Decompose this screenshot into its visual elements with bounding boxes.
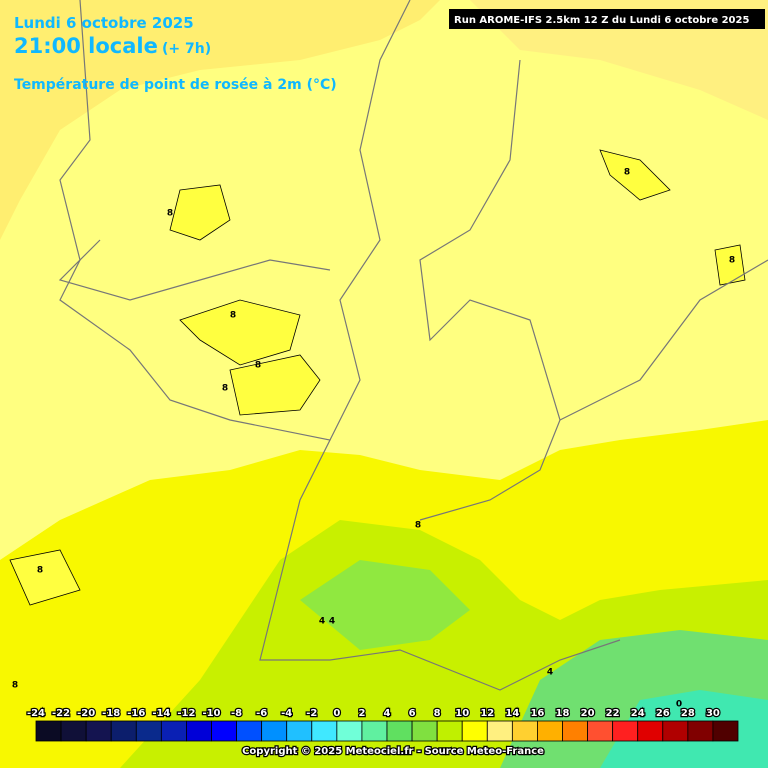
legend-swatch (85, 720, 112, 742)
legend-swatch (612, 720, 639, 742)
date: Lundi 6 octobre 2025 (14, 14, 194, 32)
offset: (+ 7h) (162, 41, 211, 57)
run: Run AROME-IFS 2.5km 12 Z du Lundi 6 octo… (454, 15, 749, 26)
legend-label: -2 (306, 708, 317, 719)
contour-label: 8 (415, 521, 421, 531)
contour-label: 8 (230, 311, 236, 321)
legend-label: -18 (102, 708, 120, 719)
contour-label: 8 (729, 256, 735, 266)
legend-swatch (311, 720, 338, 742)
legend-label: 6 (409, 708, 416, 719)
contour-label: 4 (319, 617, 325, 627)
border (58, 239, 331, 301)
legend-label: -4 (281, 708, 292, 719)
isoline (229, 354, 321, 416)
border (559, 259, 768, 421)
legend-swatch (286, 720, 313, 742)
isoline (599, 149, 671, 201)
contour-label: 4 (329, 617, 335, 627)
legend-label: 4 (384, 708, 391, 719)
legend-swatch (386, 720, 413, 742)
legend-swatch (236, 720, 263, 742)
legend-swatch (35, 720, 62, 742)
contour-label: 8 (12, 681, 18, 691)
legend-swatch (211, 720, 237, 742)
legend-label: -8 (231, 708, 242, 719)
legend-label: -20 (77, 708, 95, 719)
legend-label: -10 (202, 708, 220, 719)
legend-swatch (160, 720, 187, 742)
legend-swatch (562, 720, 588, 742)
legend-label: 12 (480, 708, 494, 719)
legend-label: 2 (358, 708, 365, 719)
contour-label: 8 (255, 361, 261, 371)
legend-swatch (135, 720, 162, 742)
parameter: Température de point de rosée à 2m (°C) (14, 77, 337, 93)
legend-label: -16 (127, 708, 145, 719)
legend-label: 26 (656, 708, 670, 719)
isoline (714, 244, 746, 286)
legend-label: 20 (581, 708, 595, 719)
contour-label: 8 (167, 209, 173, 219)
legend-swatch (637, 720, 664, 742)
legend-label: -22 (52, 708, 70, 719)
legend-swatch (511, 720, 538, 742)
legend-label: 16 (530, 708, 544, 719)
legend-label: 22 (606, 708, 620, 719)
legend-label: -12 (177, 708, 195, 719)
time: 21:00 locale (14, 34, 158, 58)
contour-label: 8 (37, 566, 43, 576)
legend-swatch (436, 720, 463, 742)
legend-label: 8 (434, 708, 441, 719)
green-zone (300, 560, 470, 650)
contour-label: 0 (676, 700, 682, 710)
legend-label: 10 (455, 708, 469, 719)
legend-swatch (461, 720, 488, 742)
legend-swatch (411, 720, 438, 742)
legend-swatch (587, 720, 614, 742)
legend-swatch (486, 720, 513, 742)
contour-label: 4 (547, 668, 553, 678)
legend-label: 18 (556, 708, 570, 719)
legend-swatch (662, 720, 689, 742)
legend: -24 -22 -20 -18 -16 -14 -12 -10 -8 -6 -4 -2 0 2 4 6 8 10 1… (26, 707, 739, 742)
legend-swatch (361, 720, 388, 742)
copyright: Copyright © 2025 Meteociel.fr - Source M… (242, 746, 544, 757)
border (419, 59, 561, 521)
warm-zone (470, 0, 768, 120)
legend-swatch (261, 720, 288, 742)
legend-label: 30 (706, 708, 720, 719)
contour-label: 8 (222, 384, 228, 394)
isoline (169, 184, 231, 241)
legend-swatch (537, 720, 563, 742)
legend-swatch (110, 720, 137, 742)
legend-swatch (60, 720, 87, 742)
legend-label: 24 (631, 708, 645, 719)
isoline (9, 549, 81, 606)
isoline (179, 299, 301, 366)
legend-swatch (687, 720, 714, 742)
run-box (449, 9, 765, 29)
legend-label: 28 (681, 708, 695, 719)
contour-label: 8 (624, 168, 630, 178)
legend-label: -14 (152, 708, 170, 719)
legend-swatch (186, 720, 212, 742)
legend-swatch (712, 720, 739, 742)
legend-label: -24 (27, 708, 45, 719)
legend-label: -6 (256, 708, 267, 719)
legend-label: 14 (505, 708, 519, 719)
legend-swatch (336, 720, 363, 742)
warm-zone (0, 0, 440, 240)
border (329, 0, 411, 441)
legend-label: 0 (333, 708, 340, 719)
